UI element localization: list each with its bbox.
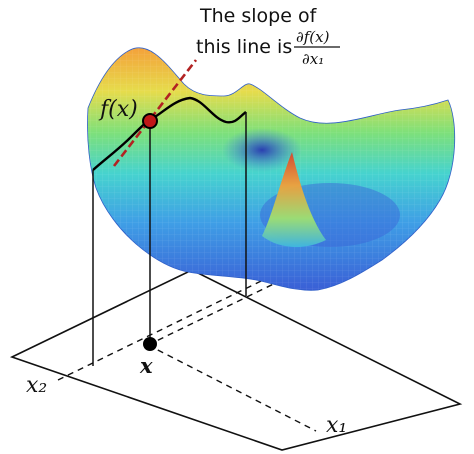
- surface-point: [142, 113, 158, 129]
- fraction-numerator: ∂f(x): [296, 28, 330, 46]
- dashed-line-x2-direction-far: [147, 275, 291, 346]
- tangent-line: [112, 59, 198, 167]
- input-point: [143, 337, 157, 351]
- label-input-point: x: [139, 353, 153, 378]
- annotation-line1: The slope of: [199, 5, 318, 27]
- label-axis-x2: x₂: [26, 373, 47, 398]
- label-function-value: f(x): [98, 97, 138, 122]
- surface-peak: [262, 152, 326, 248]
- annotation-line2: this line is: [196, 36, 292, 58]
- fraction-denominator: ∂x₁: [302, 50, 324, 68]
- dashed-line-x1-direction: [147, 344, 317, 432]
- cross-section-curve: [92, 96, 247, 171]
- surface-minimum-well: [222, 128, 302, 172]
- label-axis-x1: x₁: [326, 413, 347, 438]
- base-plane: [9, 269, 463, 451]
